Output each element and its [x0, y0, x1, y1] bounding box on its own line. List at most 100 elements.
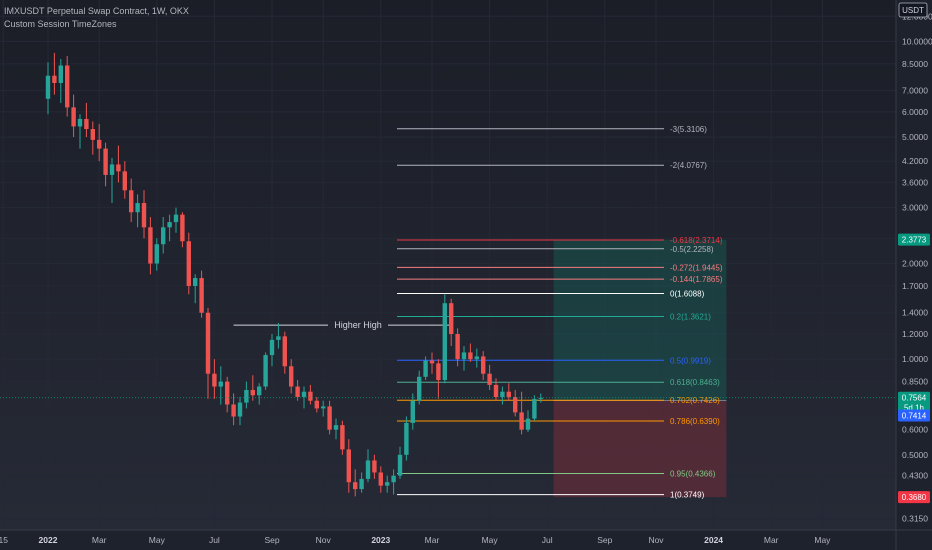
candle-body[interactable]	[436, 363, 441, 380]
candle[interactable]	[359, 472, 364, 493]
candle-body[interactable]	[141, 203, 147, 228]
candle[interactable]	[45, 62, 51, 115]
candle[interactable]	[321, 400, 326, 417]
candle[interactable]	[532, 395, 537, 421]
candle[interactable]	[365, 449, 371, 483]
candle[interactable]	[135, 194, 140, 228]
candle[interactable]	[449, 298, 454, 347]
candle[interactable]	[474, 348, 479, 368]
fib-retracement[interactable]: -3(5.3106) -2(4.0767) -0.618(2.3714)-0.5(2…	[397, 125, 723, 500]
candle[interactable]	[442, 294, 447, 384]
candle[interactable]	[417, 370, 422, 405]
candle[interactable]	[506, 383, 511, 401]
profit-zone[interactable]	[553, 239, 727, 401]
candle[interactable]	[167, 214, 172, 242]
candle-body[interactable]	[391, 475, 396, 483]
currency-badge[interactable]: USDT	[898, 2, 928, 18]
candle[interactable]	[391, 469, 396, 495]
candle-body[interactable]	[90, 129, 95, 140]
candle[interactable]	[289, 359, 294, 394]
candle[interactable]	[212, 359, 217, 399]
candle[interactable]	[97, 123, 102, 162]
candle-body[interactable]	[493, 384, 499, 398]
candle[interactable]	[231, 393, 236, 426]
candle[interactable]	[513, 389, 518, 417]
candle-body[interactable]	[417, 376, 422, 401]
candle[interactable]	[455, 328, 460, 367]
higher-high-marker[interactable]: Higher High	[233, 320, 452, 330]
candle[interactable]	[161, 217, 166, 254]
candle-body[interactable]	[410, 400, 415, 423]
candle-body[interactable]	[346, 449, 351, 483]
candle[interactable]	[378, 466, 383, 493]
candle-body[interactable]	[500, 391, 505, 398]
candle-body[interactable]	[71, 107, 76, 127]
candle[interactable]	[237, 397, 243, 426]
candle-body[interactable]	[135, 203, 140, 213]
candle-body[interactable]	[359, 478, 364, 490]
candle-body[interactable]	[154, 244, 159, 264]
candle[interactable]	[295, 379, 300, 401]
candle-body[interactable]	[84, 118, 89, 130]
candle[interactable]	[314, 397, 319, 413]
price-axis-panel[interactable]	[896, 0, 932, 550]
candle[interactable]	[109, 157, 115, 204]
candle[interactable]	[103, 142, 108, 187]
candle[interactable]	[90, 121, 95, 155]
candle-body[interactable]	[122, 171, 127, 191]
candle[interactable]	[244, 381, 249, 409]
candle-body[interactable]	[506, 391, 511, 398]
time-axis-panel[interactable]	[0, 530, 896, 550]
candle-body[interactable]	[429, 360, 435, 364]
candle-body[interactable]	[244, 389, 249, 403]
candle[interactable]	[193, 274, 198, 304]
candle-body[interactable]	[225, 381, 230, 405]
candle-body[interactable]	[276, 336, 281, 340]
candle-body[interactable]	[45, 75, 51, 99]
candle-body[interactable]	[532, 398, 537, 419]
candle-body[interactable]	[365, 460, 371, 479]
candle-body[interactable]	[109, 164, 115, 175]
candle[interactable]	[250, 375, 255, 401]
candle[interactable]	[346, 439, 351, 493]
candle[interactable]	[353, 469, 358, 497]
candle[interactable]	[141, 190, 147, 239]
candle[interactable]	[154, 238, 159, 271]
candle-body[interactable]	[449, 303, 454, 335]
candle-body[interactable]	[52, 75, 57, 83]
candle[interactable]	[372, 454, 377, 479]
candle[interactable]	[173, 207, 179, 233]
candle[interactable]	[436, 359, 441, 399]
candle[interactable]	[468, 343, 473, 362]
candle[interactable]	[77, 114, 83, 149]
candle-body[interactable]	[353, 482, 358, 490]
candle[interactable]	[423, 356, 428, 380]
candle-body[interactable]	[301, 391, 307, 398]
candle[interactable]	[493, 378, 499, 401]
candle[interactable]	[308, 384, 313, 405]
candle-body[interactable]	[385, 482, 390, 486]
candle[interactable]	[225, 376, 230, 413]
loss-zone[interactable]	[553, 400, 727, 498]
candle-body[interactable]	[333, 425, 339, 430]
candle[interactable]	[218, 366, 223, 405]
candle[interactable]	[84, 103, 89, 138]
candle[interactable]	[461, 346, 467, 371]
candle[interactable]	[71, 94, 76, 138]
candle[interactable]	[333, 418, 339, 440]
candle[interactable]	[340, 420, 345, 455]
candle[interactable]	[116, 145, 121, 183]
candle[interactable]	[385, 475, 390, 493]
candle[interactable]	[122, 161, 127, 199]
candle-body[interactable]	[218, 381, 223, 387]
candle-body[interactable]	[263, 355, 268, 387]
candle[interactable]	[186, 232, 191, 295]
candle[interactable]	[429, 352, 435, 374]
candle-body[interactable]	[148, 227, 153, 264]
candle[interactable]	[199, 270, 204, 318]
candle[interactable]	[525, 410, 531, 432]
candle[interactable]	[52, 52, 57, 95]
candle-body[interactable]	[327, 406, 332, 430]
candle-body[interactable]	[205, 312, 211, 374]
candle-body[interactable]	[487, 373, 492, 385]
